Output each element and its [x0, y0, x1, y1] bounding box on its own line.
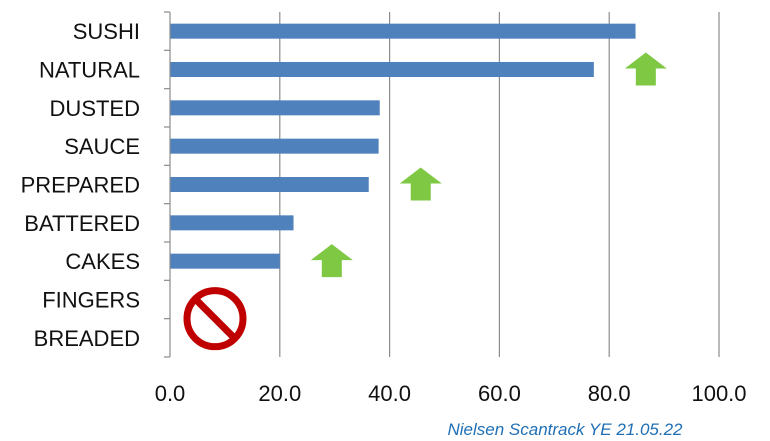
category-label: SUSHI: [73, 19, 140, 44]
category-label: CAKES: [65, 249, 140, 274]
category-labels: SUSHI NATURAL DUSTED SAUCE PREPARED BATTERED C…: [21, 19, 140, 351]
value-axis: [164, 11, 171, 358]
up-arrow-icon: [624, 52, 667, 86]
source-note: Nielsen Scantrack YE 21.05.22: [448, 420, 684, 439]
bar-battered: [170, 215, 294, 231]
bars: [170, 23, 636, 269]
category-label: SAUCE: [64, 134, 140, 159]
category-label: PREPARED: [21, 173, 140, 198]
bar-sushi: [170, 23, 636, 39]
bar-sauce: [170, 138, 379, 154]
prohibited-icon: [183, 287, 247, 351]
x-tick-label: 0.0: [155, 381, 186, 406]
category-label: BATTERED: [24, 211, 140, 236]
x-tick-label: 80.0: [588, 381, 631, 406]
bar-dusted: [170, 100, 380, 116]
x-tick-label: 60.0: [478, 381, 521, 406]
x-tick-labels: 0.0 20.0 40.0 60.0 80.0 100.0: [155, 381, 747, 406]
category-label: NATURAL: [39, 58, 140, 83]
bar-cakes: [170, 253, 280, 269]
category-label: BREADED: [34, 326, 140, 351]
annotations: [183, 52, 667, 351]
x-tick-label: 20.0: [258, 381, 301, 406]
x-tick-label: 40.0: [368, 381, 411, 406]
up-arrow-icon: [310, 244, 353, 278]
category-label: FINGERS: [42, 288, 140, 313]
bar-natural: [170, 62, 594, 77]
bar-prepared: [170, 177, 369, 192]
up-arrow-icon: [399, 167, 442, 201]
x-tick-label: 100.0: [691, 381, 746, 406]
category-label: DUSTED: [50, 96, 140, 121]
